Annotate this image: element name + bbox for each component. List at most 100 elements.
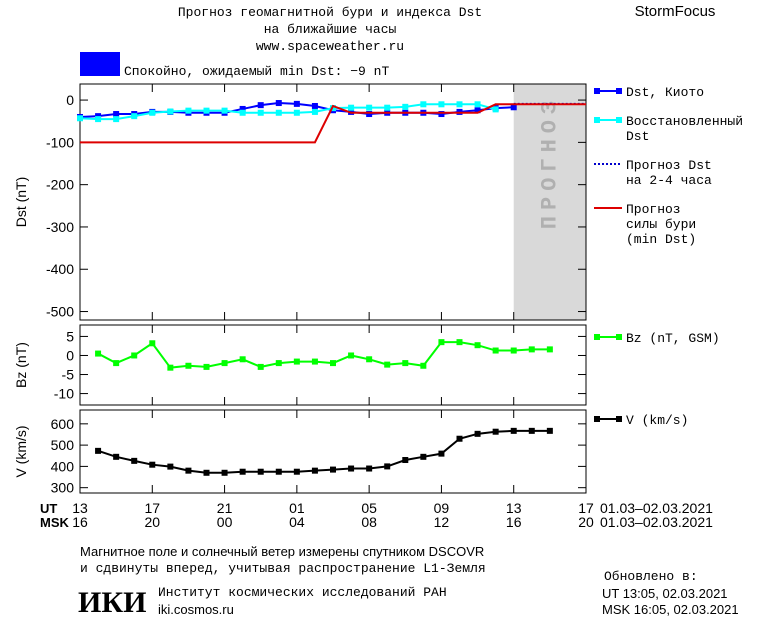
data-point (330, 466, 336, 473)
url: www.spaceweather.ru (256, 39, 404, 54)
data-point (474, 101, 481, 108)
series-line (80, 103, 586, 144)
data-point (239, 105, 246, 112)
x-tick-label: 05 (361, 500, 377, 516)
site: iki.cosmos.ru (158, 602, 234, 617)
data-point (492, 428, 499, 435)
y-tick-label: 0 (66, 347, 74, 363)
y-tick-label: -5 (62, 367, 75, 383)
x-row-label: MSK (40, 515, 70, 530)
y-tick-label: -10 (54, 386, 74, 402)
data-point (95, 447, 102, 454)
data-point (131, 352, 138, 359)
y-axis-label: Bz (nT) (13, 342, 29, 388)
data-point (221, 107, 228, 114)
data-point (366, 465, 373, 472)
legend-marker (594, 88, 600, 94)
data-point (384, 104, 391, 111)
data-point (348, 352, 355, 359)
data-point (546, 346, 553, 353)
brand: StormFocus (635, 3, 716, 20)
data-point (275, 360, 282, 367)
plot-frame (79, 83, 587, 321)
x-tick-label-msk: 00 (217, 514, 233, 530)
legend-marker (616, 88, 622, 94)
legend-marker (616, 334, 622, 340)
data-point (131, 113, 138, 120)
x-tick-label-msk: 16 (72, 514, 88, 530)
legend-marker (616, 117, 622, 123)
data-point (438, 111, 445, 118)
data-point (113, 116, 120, 123)
legend-marker (594, 416, 600, 422)
x-tick-label: 17 (578, 500, 594, 516)
data-point (438, 101, 445, 108)
data-point (275, 468, 282, 475)
data-point (456, 101, 463, 108)
data-point (149, 340, 156, 347)
logo: ИКИ (78, 586, 146, 619)
updated-msk: MSK 16:05, 02.03.2021 (602, 602, 739, 617)
legend-label: Прогноз силы бури (min Dst) (626, 202, 696, 247)
date-range: 01.03–02.03.2021 (600, 514, 713, 530)
legend-label: Прогноз Dst на 2-4 часа (626, 158, 712, 188)
legend-label: V (km/s) (626, 413, 688, 428)
data-point (311, 102, 318, 109)
data-point (474, 342, 481, 349)
x-tick-label-msk: 20 (144, 514, 160, 530)
data-point (221, 360, 228, 367)
data-point (257, 468, 264, 475)
y-tick-label: -500 (46, 304, 74, 320)
data-point (185, 362, 192, 369)
legend-label: Восстановленный Dst (626, 114, 743, 144)
legend-label: Bz (nT, GSM) (626, 331, 720, 346)
data-point (149, 461, 156, 468)
subtitle: на ближайшие часы (264, 22, 397, 37)
series-line (97, 341, 550, 369)
data-point (384, 463, 391, 470)
data-point (203, 469, 210, 476)
data-point (95, 116, 102, 123)
data-point (528, 346, 535, 353)
data-point (510, 104, 517, 111)
x-tick-label: 13 (72, 500, 88, 516)
data-point (311, 108, 318, 115)
data-point (330, 360, 336, 367)
data-point (113, 111, 120, 118)
data-point (510, 347, 517, 354)
data-point (474, 107, 481, 114)
y-tick-label: -300 (46, 219, 74, 235)
data-point (293, 109, 300, 116)
data-point (257, 102, 264, 109)
data-point (528, 427, 535, 434)
x-tick-label-msk: 08 (361, 514, 377, 530)
x-tick-label-msk: 20 (578, 514, 594, 530)
data-point (366, 111, 373, 118)
series-line (79, 103, 496, 121)
data-point (420, 101, 427, 108)
y-tick-label: 600 (51, 416, 75, 432)
data-point (221, 469, 228, 476)
data-point (546, 427, 553, 434)
status-box (80, 52, 120, 76)
y-tick-label: 500 (51, 437, 75, 453)
data-point (203, 363, 210, 370)
data-point (492, 347, 499, 354)
data-point (366, 356, 373, 363)
updated-ut: UT 13:05, 02.03.2021 (602, 586, 728, 601)
y-tick-label: 400 (51, 458, 75, 474)
data-point (420, 362, 427, 369)
data-point (293, 100, 300, 107)
legend-label: Dst, Киото (626, 85, 704, 100)
status: Спокойно, ожидаемый min Dst: −9 nT (124, 64, 389, 79)
data-point (185, 467, 192, 474)
y-axis-label: Dst (nT) (13, 177, 29, 228)
institute: Институт космических исследований РАН (158, 585, 447, 600)
data-point (311, 358, 318, 365)
forecast-band (513, 84, 586, 320)
date-range: 01.03–02.03.2021 (600, 500, 713, 516)
data-point (348, 104, 355, 111)
data-point (293, 358, 300, 365)
forecast-label: ПРОГНОЗ (538, 95, 563, 229)
